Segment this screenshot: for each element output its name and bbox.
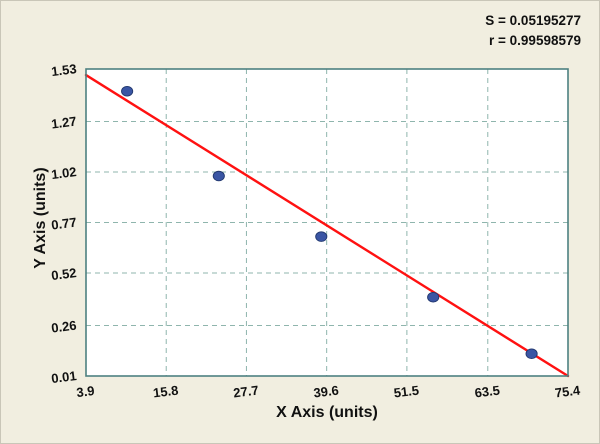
data-point <box>525 348 538 360</box>
y-tick-label: 0.01 <box>50 368 77 386</box>
x-tick-label: 63.5 <box>474 383 501 401</box>
y-tick-label: 0.26 <box>50 318 77 336</box>
data-point <box>121 85 134 97</box>
stat-r-value: r = 0.99598579 <box>489 33 581 48</box>
y-tick-label: 1.02 <box>50 164 77 182</box>
stat-s-value: S = 0.05195277 <box>485 13 581 28</box>
x-tick-label: 3.9 <box>76 383 96 400</box>
x-tick-label: 15.8 <box>152 383 179 401</box>
y-tick-label: 0.77 <box>50 215 77 233</box>
x-tick-label: 39.6 <box>313 383 340 401</box>
x-axis-title: X Axis (units) <box>276 404 378 421</box>
x-tick-label: 75.4 <box>554 382 582 400</box>
y-tick-label: 1.27 <box>50 114 77 132</box>
y-tick-label: 1.53 <box>50 61 77 79</box>
data-point <box>212 170 225 182</box>
x-tick-label: 27.7 <box>232 383 259 401</box>
data-point <box>315 231 328 242</box>
regression-stats: S = 0.05195277 r = 0.99598579 <box>485 11 581 51</box>
y-tick-label: 0.52 <box>50 265 77 283</box>
regression-line <box>84 73 570 378</box>
data-point <box>427 291 440 303</box>
y-axis-title: Y Axis (units) <box>32 167 49 269</box>
x-tick-label: 51.5 <box>393 383 420 401</box>
plot-border <box>85 68 569 377</box>
